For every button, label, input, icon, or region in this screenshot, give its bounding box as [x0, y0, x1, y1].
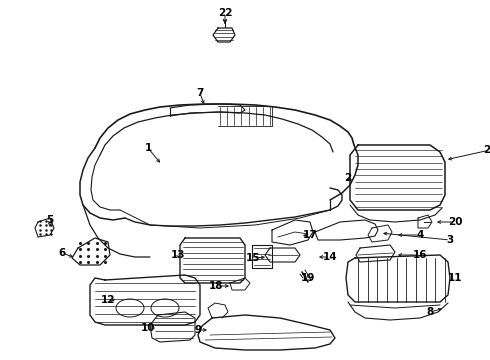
- Text: 14: 14: [323, 252, 337, 262]
- Text: 13: 13: [171, 250, 185, 260]
- Text: 10: 10: [141, 323, 155, 333]
- Text: 20: 20: [448, 217, 462, 227]
- Text: 12: 12: [101, 295, 115, 305]
- Text: 7: 7: [196, 88, 204, 98]
- Text: 9: 9: [195, 325, 201, 335]
- Text: 22: 22: [218, 8, 232, 18]
- Text: 4: 4: [416, 230, 424, 240]
- Text: 18: 18: [209, 281, 223, 291]
- Text: 16: 16: [413, 250, 427, 260]
- Text: 2: 2: [344, 173, 352, 183]
- Text: 5: 5: [47, 215, 53, 225]
- Text: 17: 17: [303, 230, 318, 240]
- Text: 21: 21: [483, 145, 490, 155]
- Text: 8: 8: [426, 307, 434, 317]
- Text: 1: 1: [145, 143, 151, 153]
- Text: 15: 15: [246, 253, 260, 263]
- Text: 6: 6: [58, 248, 66, 258]
- Text: 19: 19: [301, 273, 315, 283]
- Text: 3: 3: [446, 235, 454, 245]
- Text: 11: 11: [448, 273, 462, 283]
